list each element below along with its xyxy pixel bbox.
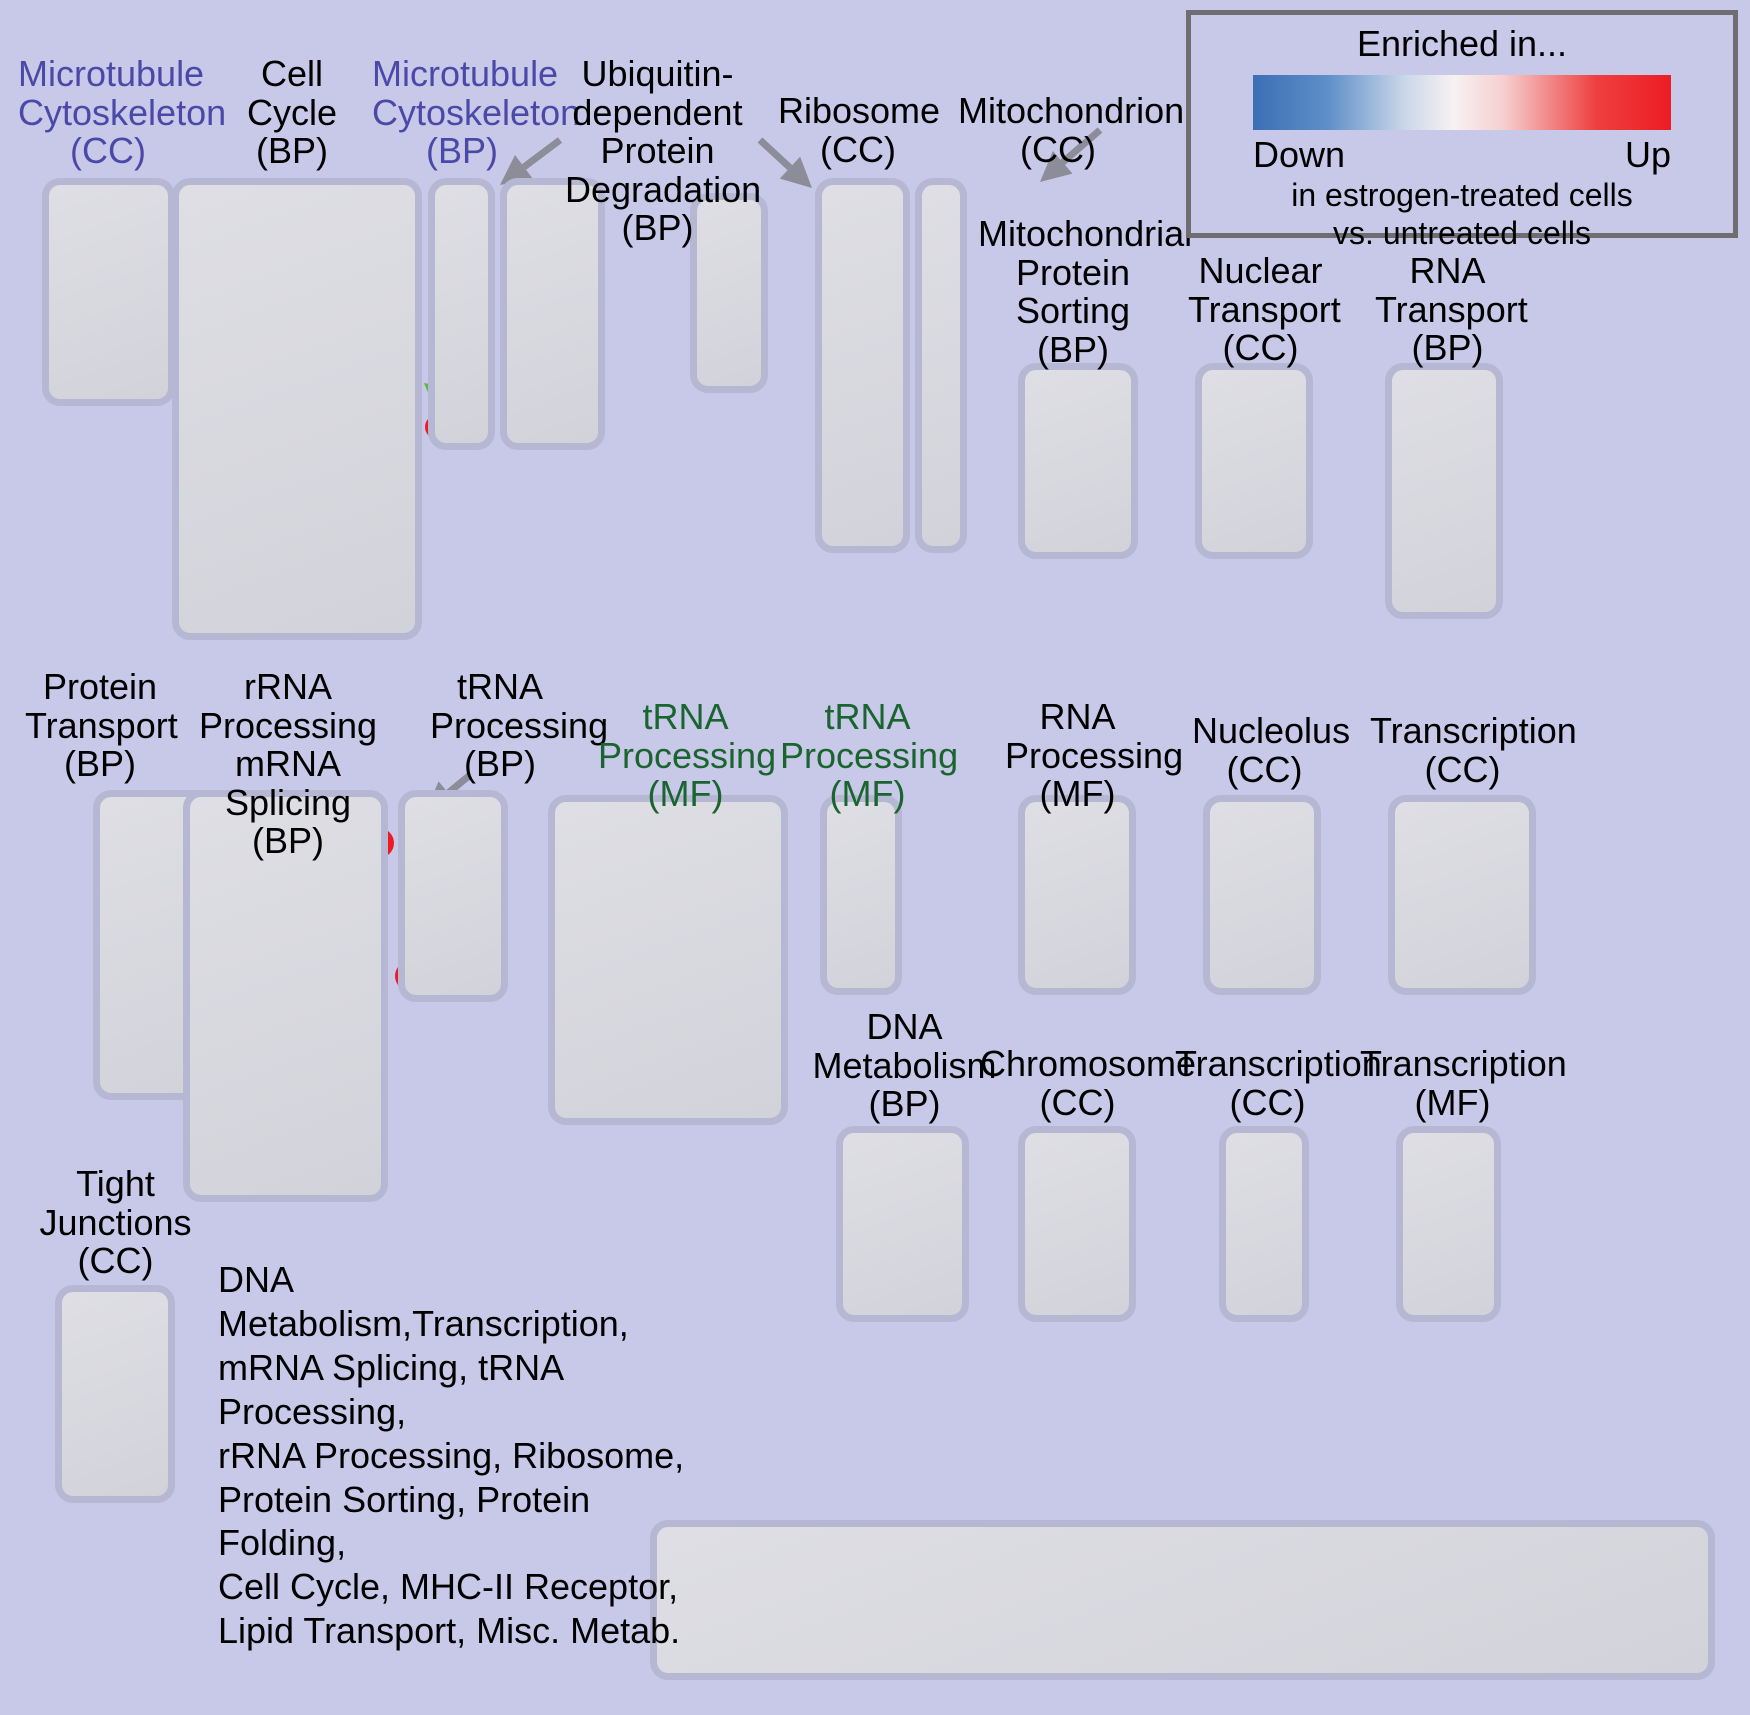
cluster-label-protein-transport-bp: Protein Transport (BP): [25, 666, 178, 785]
cluster-label-nucleolus-cc: Nucleolus (CC): [1192, 710, 1351, 790]
cluster-box-ubiquitin-col2[interactable]: [690, 193, 768, 393]
cluster-box-trna-processing-mf-1[interactable]: [548, 795, 788, 1125]
cluster-label-nuclear-transport-cc: Nuclear Transport (CC): [1188, 250, 1341, 369]
cluster-box-nuclear-transport-cc[interactable]: [1195, 363, 1313, 559]
cluster-box-rna-transport-bp[interactable]: [1385, 363, 1503, 619]
cluster-label-chromosome-cc: Chromosome (CC): [980, 1043, 1197, 1123]
cluster-box-rrna-processing-mrna-splicing-bp[interactable]: [183, 790, 388, 1202]
cluster-box-chromosome-cc[interactable]: [1018, 1126, 1136, 1322]
cluster-box-mitochondrial-protein-sorting-bp[interactable]: [1018, 363, 1138, 559]
cluster-label-microtubule-cytoskeleton-cc: Microtubule Cytoskeleton (CC): [18, 53, 227, 172]
cluster-box-nucleolus-cc[interactable]: [1203, 795, 1321, 995]
cluster-label-cell-cycle-bp: Cell Cycle (BP): [246, 53, 338, 172]
cluster-label-rna-processing-mf: RNA Processing (MF): [1005, 696, 1184, 815]
legend-title: Enriched in...: [1356, 23, 1568, 64]
cluster-box-microtubule-cytoskeleton-bp[interactable]: [428, 178, 495, 450]
cluster-box-misc-wide[interactable]: [650, 1520, 1715, 1680]
cluster-label-rna-transport-bp: RNA Transport (BP): [1375, 250, 1528, 369]
cluster-label-ribosome-cc: Ribosome (CC): [778, 90, 941, 170]
cluster-box-trna-processing-bp[interactable]: [398, 790, 508, 1002]
cluster-label-transcription-cc-bottom: Transcription (CC): [1175, 1043, 1382, 1123]
cluster-box-cell-cycle-bp[interactable]: [172, 178, 422, 640]
cluster-box-rna-processing-mf[interactable]: [1018, 795, 1136, 995]
cluster-box-microtubule-cytoskeleton-cc[interactable]: [42, 178, 175, 406]
cluster-label-microtubule-cytoskeleton-bp: Microtubule Cytoskeleton (BP): [372, 53, 581, 172]
cluster-label-ubiquitin-dependent-protein-degradation-bp: Ubiquitin- dependent Protein Degradation…: [565, 53, 762, 249]
cluster-label-transcription-mf: Transcription (MF): [1360, 1043, 1567, 1123]
cluster-box-ribosome-cc[interactable]: [815, 178, 910, 553]
cluster-label-tight-junctions-cc: Tight Junctions (CC): [39, 1163, 192, 1282]
legend-down-label: Down: [1253, 134, 1346, 175]
cluster-box-transcription-cc-bottom[interactable]: [1219, 1126, 1309, 1322]
legend-panel: Enriched in... Down Up in estrogen-treat…: [1186, 10, 1738, 251]
misc-category-list: DNA Metabolism,Transcription, mRNA Splic…: [218, 1259, 685, 1652]
cluster-label-trna-processing-mf-2: tRNA Processing (MF): [780, 696, 959, 815]
cluster-label-dna-metabolism-bp: DNA Metabolism (BP): [812, 1006, 997, 1125]
cluster-label-trna-processing-mf-1: tRNA Processing (MF): [598, 696, 777, 815]
cluster-label-mitochondrion-cc: Mitochondrion (CC): [958, 90, 1185, 170]
legend-color-bar: [1253, 75, 1671, 130]
cluster-label-trna-processing-bp: tRNA Processing (BP): [430, 666, 609, 785]
cluster-box-dna-metabolism-bp[interactable]: [836, 1126, 969, 1322]
legend-subtitle-line1: in estrogen-treated cells: [1291, 177, 1633, 213]
cluster-label-rrna-processing-mrna-splicing-bp: rRNA Processing mRNA Splicing (BP): [198, 666, 378, 862]
legend-subtitle-line2: vs. untreated cells: [1333, 214, 1591, 251]
cluster-box-trna-processing-mf-2[interactable]: [820, 795, 902, 995]
cluster-box-tight-junctions-cc[interactable]: [55, 1285, 175, 1503]
cluster-label-transcription-cc-top: Transcription (CC): [1370, 710, 1577, 790]
cluster-box-mitochondrion-cc[interactable]: [915, 178, 967, 553]
cluster-box-transcription-cc-top[interactable]: [1388, 795, 1536, 995]
cluster-box-transcription-mf[interactable]: [1396, 1126, 1501, 1322]
cluster-label-mitochondrial-protein-sorting-bp: Mitochondrial Protein Sorting (BP): [978, 213, 1193, 370]
legend-up-label: Up: [1624, 134, 1671, 175]
cluster-box-ubiquitin-dependent-protein-degradation-bp[interactable]: [500, 178, 605, 450]
